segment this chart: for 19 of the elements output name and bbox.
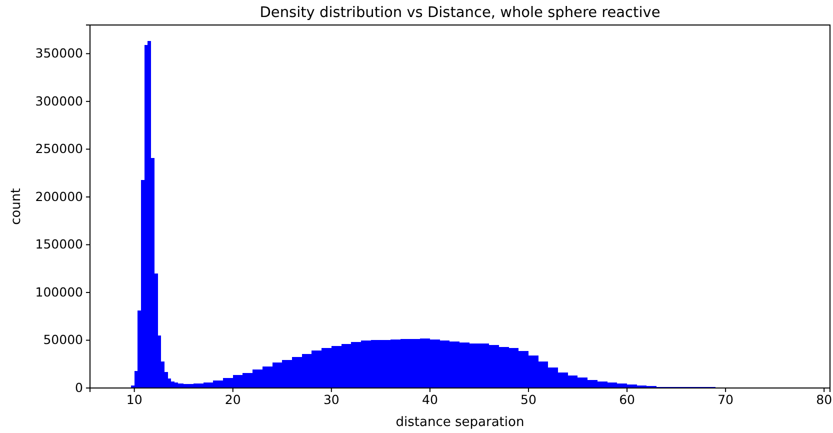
chart-title: Density distribution vs Distance, whole sphere reactive [260,5,660,21]
x-tick-label: 30 [323,392,340,407]
x-tick-label: 40 [422,392,438,407]
y-tick-label: 300000 [35,93,84,108]
y-tick-label: 200000 [35,188,84,204]
x-tick-label: 20 [224,392,241,407]
x-tick-label: 80 [816,392,832,407]
y-axis-title: count [9,188,24,225]
x-axis-title: distance separation [396,415,524,430]
x-tick-label: 50 [520,392,536,407]
y-tick-label: 100000 [35,284,84,300]
y-tick-label: 250000 [35,141,84,156]
x-tick-label: 70 [718,392,734,407]
y-tick-label: 150000 [35,236,84,252]
y-tick-label: 50000 [43,332,84,348]
y-tick-label: 0 [75,380,84,395]
x-tick-label: 10 [126,392,142,407]
y-tick-label: 350000 [35,46,84,61]
x-tick-label: 60 [619,392,636,407]
